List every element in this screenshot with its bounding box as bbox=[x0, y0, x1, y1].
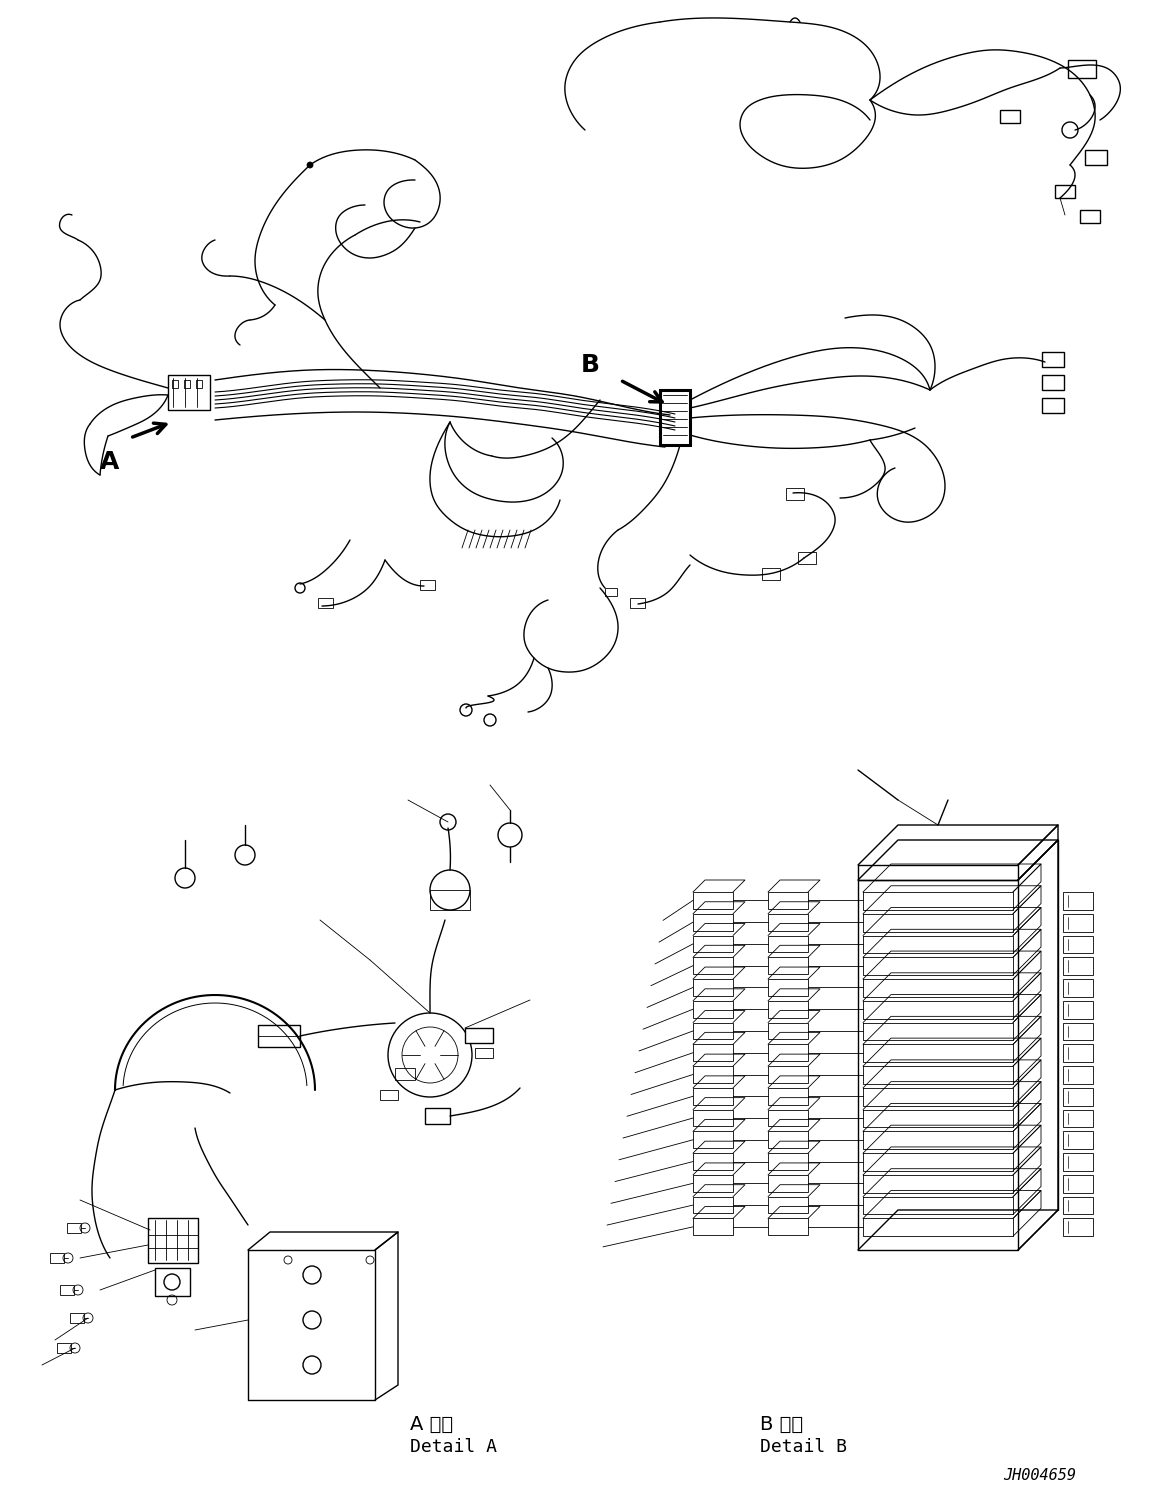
Bar bbox=[768, 1219, 808, 1235]
Bar bbox=[148, 1219, 198, 1263]
Bar bbox=[197, 379, 202, 388]
Bar bbox=[768, 891, 808, 909]
Bar bbox=[693, 1065, 733, 1083]
Bar bbox=[465, 1028, 493, 1043]
Bar bbox=[317, 598, 333, 609]
Bar bbox=[420, 580, 435, 591]
Bar bbox=[768, 1065, 808, 1083]
Bar bbox=[768, 1088, 808, 1104]
Text: B: B bbox=[580, 353, 599, 376]
Bar bbox=[395, 1068, 415, 1080]
Bar bbox=[693, 979, 733, 995]
Bar bbox=[424, 1109, 450, 1123]
Bar bbox=[1055, 185, 1075, 198]
Bar bbox=[768, 1022, 808, 1039]
Bar bbox=[768, 1110, 808, 1126]
Bar bbox=[768, 1153, 808, 1170]
Bar bbox=[1063, 1131, 1093, 1149]
Bar bbox=[380, 1091, 398, 1100]
Bar bbox=[693, 891, 733, 909]
Bar bbox=[1063, 979, 1093, 997]
Bar bbox=[258, 1025, 300, 1048]
Bar bbox=[1063, 936, 1093, 954]
Text: A 詳細: A 詳細 bbox=[411, 1415, 454, 1434]
Bar bbox=[1063, 1196, 1093, 1214]
Bar bbox=[768, 914, 808, 930]
Bar bbox=[768, 979, 808, 995]
Bar bbox=[768, 1196, 808, 1214]
Bar bbox=[1063, 957, 1093, 975]
Bar bbox=[768, 1045, 808, 1061]
Bar bbox=[693, 1001, 733, 1018]
Bar bbox=[605, 588, 618, 597]
Bar bbox=[659, 390, 690, 445]
Bar bbox=[67, 1223, 81, 1234]
Bar bbox=[1063, 1022, 1093, 1040]
Bar bbox=[693, 1176, 733, 1192]
Bar bbox=[172, 379, 178, 388]
Bar bbox=[1063, 891, 1093, 909]
Bar bbox=[1080, 210, 1100, 223]
Bar bbox=[1063, 1219, 1093, 1237]
Bar bbox=[693, 1022, 733, 1039]
Bar bbox=[70, 1312, 84, 1323]
Bar bbox=[1063, 1065, 1093, 1083]
Bar bbox=[1068, 60, 1096, 77]
Bar bbox=[1042, 353, 1064, 368]
Bar bbox=[1063, 1088, 1093, 1106]
Bar bbox=[50, 1253, 64, 1263]
Bar bbox=[1063, 1176, 1093, 1193]
Bar bbox=[1063, 1045, 1093, 1062]
Bar bbox=[768, 936, 808, 952]
Bar bbox=[693, 1196, 733, 1214]
Text: A: A bbox=[100, 449, 120, 475]
Text: B 詳細: B 詳細 bbox=[759, 1415, 804, 1434]
Bar bbox=[1000, 110, 1020, 124]
Bar bbox=[60, 1286, 74, 1295]
Bar bbox=[768, 1176, 808, 1192]
Bar bbox=[693, 1088, 733, 1104]
Bar bbox=[184, 379, 190, 388]
Bar bbox=[1063, 1153, 1093, 1171]
Bar bbox=[693, 1045, 733, 1061]
Text: Detail A: Detail A bbox=[411, 1437, 497, 1455]
Bar bbox=[167, 375, 211, 411]
Bar bbox=[786, 488, 804, 500]
Bar bbox=[858, 865, 1018, 879]
Bar bbox=[1085, 150, 1107, 165]
Bar bbox=[693, 1219, 733, 1235]
Bar bbox=[768, 1131, 808, 1149]
Bar bbox=[693, 936, 733, 952]
Bar bbox=[155, 1268, 190, 1296]
Bar bbox=[1042, 397, 1064, 414]
Bar bbox=[768, 957, 808, 975]
Bar bbox=[693, 957, 733, 975]
Bar bbox=[57, 1344, 71, 1353]
Text: JH004659: JH004659 bbox=[1004, 1469, 1077, 1484]
Bar bbox=[693, 914, 733, 930]
Bar bbox=[430, 890, 470, 911]
Bar bbox=[1063, 1110, 1093, 1128]
Bar bbox=[768, 1001, 808, 1018]
Bar bbox=[630, 598, 645, 609]
Bar bbox=[693, 1153, 733, 1170]
Bar bbox=[762, 568, 780, 580]
Text: Detail B: Detail B bbox=[759, 1437, 847, 1455]
Bar bbox=[798, 552, 816, 564]
Bar bbox=[475, 1048, 493, 1058]
Bar bbox=[693, 1131, 733, 1149]
Circle shape bbox=[307, 162, 313, 168]
Bar bbox=[1042, 375, 1064, 390]
Bar bbox=[1063, 914, 1093, 931]
Bar bbox=[693, 1110, 733, 1126]
Bar bbox=[1063, 1001, 1093, 1019]
